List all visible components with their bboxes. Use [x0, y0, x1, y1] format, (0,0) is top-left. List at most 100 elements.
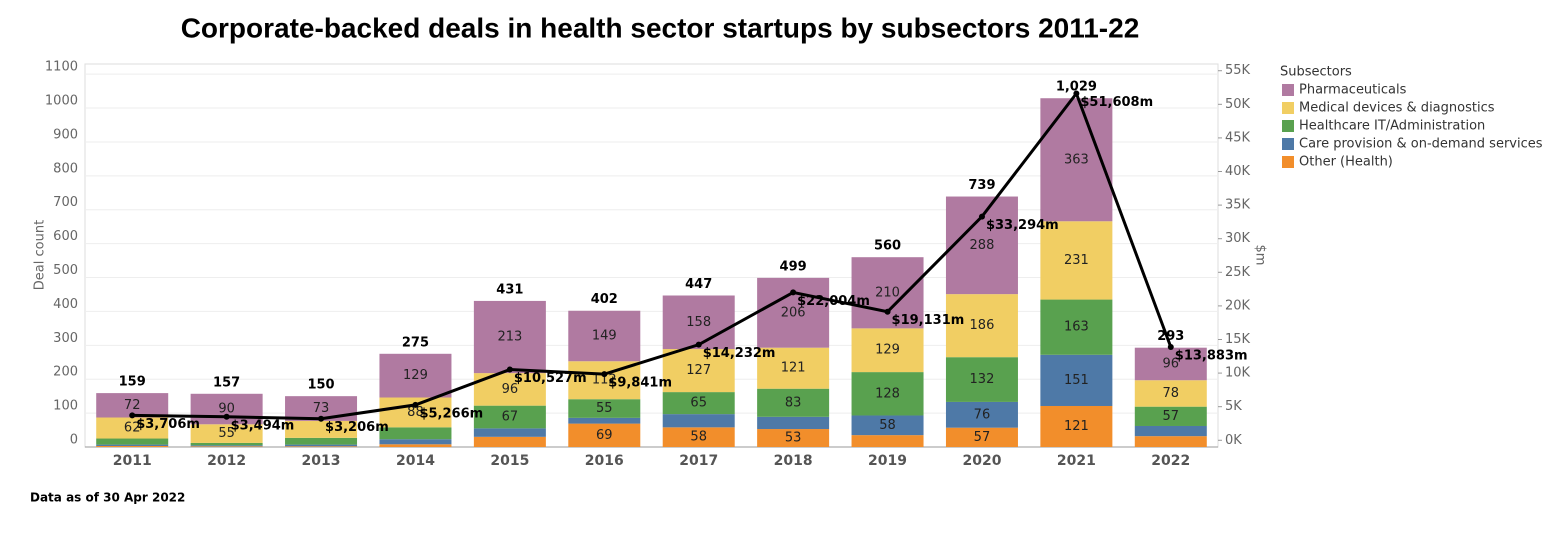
y2-tick-label: 15K [1225, 332, 1251, 347]
x-tick-label: 2017 [679, 453, 718, 469]
y2-axis-label: $m [1253, 245, 1268, 266]
bar-segment [285, 420, 358, 438]
line-point [412, 401, 419, 408]
segment-label: 58 [690, 430, 707, 445]
segment-label: 210 [875, 285, 900, 300]
y-tick-label: 400 [53, 297, 78, 312]
x-tick-label: 2022 [1151, 453, 1190, 469]
line-point [695, 341, 702, 348]
line-point [506, 366, 513, 373]
bar-segment [757, 388, 830, 417]
y2-tick-label: 25K [1225, 265, 1251, 280]
bar-segment [473, 436, 546, 447]
y-tick-label: 700 [53, 195, 78, 210]
x-tick-label: 2016 [585, 453, 624, 469]
bar-segment [945, 401, 1018, 428]
segment-label: 127 [686, 363, 711, 378]
bar-segment [568, 423, 641, 447]
segment-label: 57 [1163, 409, 1180, 424]
bar-segment [851, 372, 924, 416]
bar-segment [945, 294, 1018, 358]
bar-segment [379, 439, 452, 445]
line-label: $19,131m [892, 313, 965, 328]
y2-tick-label: 45K [1225, 130, 1251, 145]
y2-tick-label: 40K [1225, 164, 1251, 179]
y-axis-label: Deal count [33, 220, 48, 290]
bar-segment [1134, 406, 1207, 426]
total-label: 1,029 [1056, 80, 1097, 95]
y2-tick-label: 10K [1225, 366, 1251, 381]
segment-label: 112 [592, 373, 617, 388]
x-tick-label: 2014 [396, 453, 435, 469]
line-point [318, 415, 325, 422]
line-point [129, 412, 136, 419]
total-label: 447 [685, 277, 712, 292]
bar-segment [96, 444, 169, 446]
y-tick-label: 800 [53, 161, 78, 176]
legend-swatch [1282, 120, 1294, 132]
bar-segment [285, 446, 358, 447]
line-label: $13,883m [1175, 348, 1248, 363]
segment-label: 213 [497, 330, 522, 345]
bar-segment [190, 424, 263, 443]
bar-segment [285, 437, 358, 445]
y2-tick-label: 0K [1225, 433, 1242, 448]
segment-label: 96 [502, 382, 519, 397]
legend-swatch [1282, 156, 1294, 168]
line-label: $3,706m [136, 417, 200, 432]
bar-segment [190, 445, 263, 447]
segment-label: 57 [974, 430, 991, 445]
segment-label: 121 [1064, 419, 1089, 434]
segment-label: 69 [596, 428, 613, 443]
bar-segment [379, 444, 452, 447]
y-tick-label: 300 [53, 331, 78, 346]
total-label: 150 [307, 378, 334, 393]
x-tick-label: 2019 [868, 453, 907, 469]
bar-segment [96, 445, 169, 447]
segment-label: 121 [781, 361, 806, 376]
segment-label: 206 [781, 305, 806, 320]
y2-tick-label: 50K [1225, 97, 1251, 112]
legend-label: Other (Health) [1299, 155, 1393, 170]
x-tick-label: 2021 [1057, 453, 1096, 469]
segment-label: 149 [592, 328, 617, 343]
bar-segment [190, 442, 263, 446]
segment-label: 363 [1064, 152, 1089, 167]
bar-segment [96, 438, 169, 445]
total-label: 739 [968, 178, 995, 193]
legend-label: Pharmaceuticals [1299, 83, 1407, 98]
segment-label: 83 [785, 395, 802, 410]
legend-label: Care provision & on-demand services [1299, 137, 1543, 152]
line-label: $33,294m [986, 218, 1059, 233]
x-tick-label: 2013 [302, 453, 341, 469]
bar-segment [851, 328, 924, 373]
line-label: $3,494m [231, 418, 295, 433]
segment-label: 53 [785, 431, 802, 446]
y2-tick-label: 35K [1225, 198, 1251, 213]
line-point [978, 213, 985, 220]
bar-segment [473, 428, 546, 437]
total-label: 157 [213, 375, 240, 390]
bar-segment [757, 347, 830, 389]
bar-segment [1134, 347, 1207, 381]
bar-segment [662, 295, 735, 350]
x-tick-label: 2015 [490, 453, 529, 469]
segment-label: 163 [1064, 320, 1089, 335]
legend-swatch [1282, 138, 1294, 150]
line-label: $51,608m [1080, 95, 1153, 110]
bar-segment [568, 310, 641, 362]
x-tick-label: 2018 [774, 453, 813, 469]
line-label: $10,527m [514, 371, 587, 386]
line [132, 90, 1173, 421]
bar-segment [1134, 436, 1207, 447]
bar-segment [851, 415, 924, 436]
legend-title: Subsectors [1280, 65, 1352, 80]
line-label: $9,841m [608, 376, 672, 391]
line-point [790, 289, 797, 296]
bar-segment [473, 300, 546, 374]
segment-label: 96 [1163, 356, 1180, 371]
footnote: Data as of 30 Apr 2022 [30, 491, 185, 505]
bar-segment [285, 444, 358, 447]
